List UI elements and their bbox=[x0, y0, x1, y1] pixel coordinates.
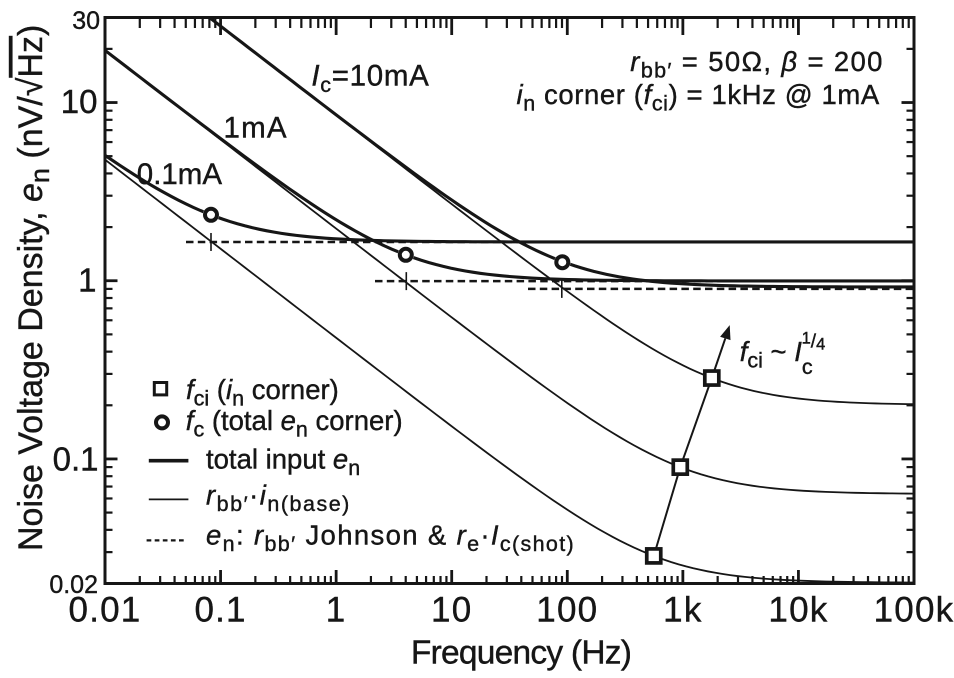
svg-text:in​ corner (fci​) = 1kHz @ 1mA: in​ corner (fci​) = 1kHz @ 1mA bbox=[517, 79, 880, 116]
svg-text:0.01: 0.01 bbox=[69, 591, 142, 630]
svg-text:Ic​=10mA: Ic​=10mA bbox=[311, 60, 429, 98]
svg-text:100k: 100k bbox=[874, 591, 954, 630]
svg-text:1: 1 bbox=[78, 262, 96, 299]
svg-text:Frequency (Hz): Frequency (Hz) bbox=[411, 635, 632, 672]
svg-text:10: 10 bbox=[61, 83, 98, 120]
svg-text:fci​ ~ Ic1/4: fci​ ~ Ic1/4 bbox=[740, 330, 826, 380]
svg-text:10: 10 bbox=[431, 591, 472, 630]
svg-text:1k: 1k bbox=[663, 591, 702, 630]
svg-text:1mA: 1mA bbox=[224, 111, 288, 144]
svg-text:Noise Voltage Density, en​ (nV: Noise Voltage Density, en​ (nV/√Hz) bbox=[12, 25, 55, 551]
svg-text:0.1: 0.1 bbox=[194, 591, 246, 630]
svg-text:100: 100 bbox=[536, 591, 598, 630]
svg-text:10k: 10k bbox=[768, 591, 828, 630]
svg-text:0.02: 0.02 bbox=[49, 571, 98, 599]
svg-text:0.1: 0.1 bbox=[53, 441, 99, 478]
svg-text:total input en​: total input en​ bbox=[206, 444, 360, 481]
svg-text:30: 30 bbox=[72, 7, 100, 35]
svg-text:fc​ (total en​ corner): fc​ (total en​ corner) bbox=[186, 405, 403, 442]
svg-text:fci​ (in​ corner): fci​ (in​ corner) bbox=[186, 374, 339, 411]
svg-text:rbb′​ = 50Ω, β = 200: rbb′​ = 50Ω, β = 200 bbox=[630, 46, 883, 83]
svg-text:1: 1 bbox=[326, 591, 347, 630]
svg-text:0.1mA: 0.1mA bbox=[137, 158, 223, 191]
